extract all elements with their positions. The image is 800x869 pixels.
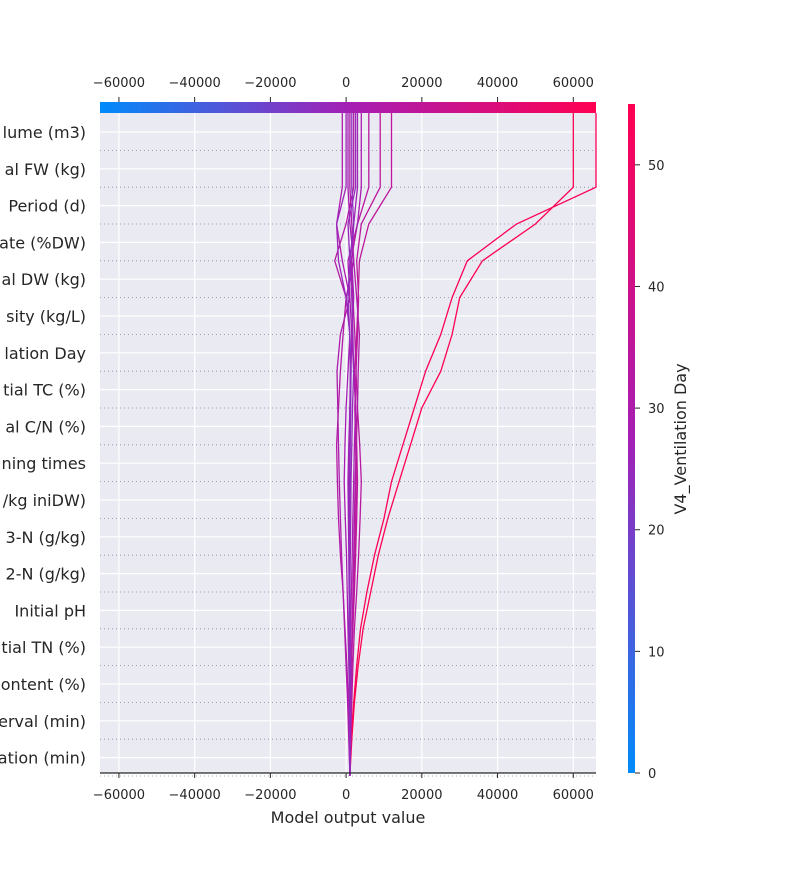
series-line: [335, 113, 351, 777]
series-line: [349, 113, 597, 777]
top-tick-label: −60000: [93, 76, 145, 91]
feature-label: al DW (kg): [2, 270, 86, 289]
feature-label: Initial pH: [14, 601, 86, 620]
top-x-ticks: −60000 −40000 −20000 0 20000 40000 60000: [93, 76, 594, 102]
feature-label: tial TC (%): [3, 381, 86, 400]
feature-label: lation Day: [4, 344, 86, 363]
colorbar-ticks: 0 10 20 30 40 50: [635, 159, 665, 782]
feature-label: tial TN (%): [1, 638, 86, 657]
feature-label: 2-N (g/kg): [6, 565, 86, 584]
feature-label: al FW (kg): [5, 160, 86, 179]
bottom-tick-label: 20000: [401, 788, 442, 803]
x-axis-title: Model output value: [271, 808, 426, 827]
feature-label: ate (%DW): [0, 233, 86, 252]
feature-label: Period (d): [8, 197, 86, 216]
feature-label: sity (kg/L): [6, 307, 86, 326]
bottom-tick-label: 60000: [553, 788, 594, 803]
colorbar: [628, 104, 635, 773]
top-tick-label: 60000: [553, 76, 594, 91]
feature-label: /kg iniDW): [3, 491, 86, 510]
feature-label: ation (min): [0, 749, 86, 768]
feature-label: erval (min): [0, 712, 86, 731]
bottom-tick-label: −20000: [244, 788, 296, 803]
bottom-tick-label: −40000: [169, 788, 221, 803]
feature-label: 3-N (g/kg): [6, 528, 86, 547]
colorbar-tick-label: 40: [648, 280, 665, 295]
series-line: [347, 113, 355, 777]
bottom-tick-label: −60000: [93, 788, 145, 803]
bottom-x-ticks: −60000 −40000 −20000 0 20000 40000 60000: [93, 773, 594, 803]
bottom-tick-label: 0: [342, 788, 350, 803]
colorbar-tick-label: 30: [648, 402, 665, 417]
top-tick-label: 40000: [477, 76, 518, 91]
series-line: [334, 113, 355, 777]
top-colorbar: [100, 102, 596, 113]
series-line: [349, 113, 574, 777]
colorbar-label: V4_Ventilation Day: [671, 363, 691, 514]
top-tick-label: −20000: [244, 76, 296, 91]
colorbar-tick-label: 50: [648, 159, 665, 174]
feature-label: ontent (%): [1, 675, 86, 694]
bottom-tick-label: 40000: [477, 788, 518, 803]
colorbar-tick-label: 10: [648, 645, 665, 660]
series-layer: [334, 113, 597, 777]
top-tick-label: −40000: [169, 76, 221, 91]
feature-label: lume (m3): [3, 123, 86, 142]
series-line: [349, 113, 370, 777]
feature-label: ning times: [2, 454, 86, 473]
top-tick-label: 0: [342, 76, 350, 91]
top-tick-label: 20000: [401, 76, 442, 91]
feature-labels: lume (m3) al FW (kg) Period (d) ate (%DW) al…: [0, 123, 86, 768]
plot-background: [100, 104, 596, 773]
colorbar-tick-label: 20: [648, 524, 665, 539]
colorbar-tick-label: 0: [648, 767, 656, 782]
feature-label: al C/N (%): [5, 417, 86, 436]
